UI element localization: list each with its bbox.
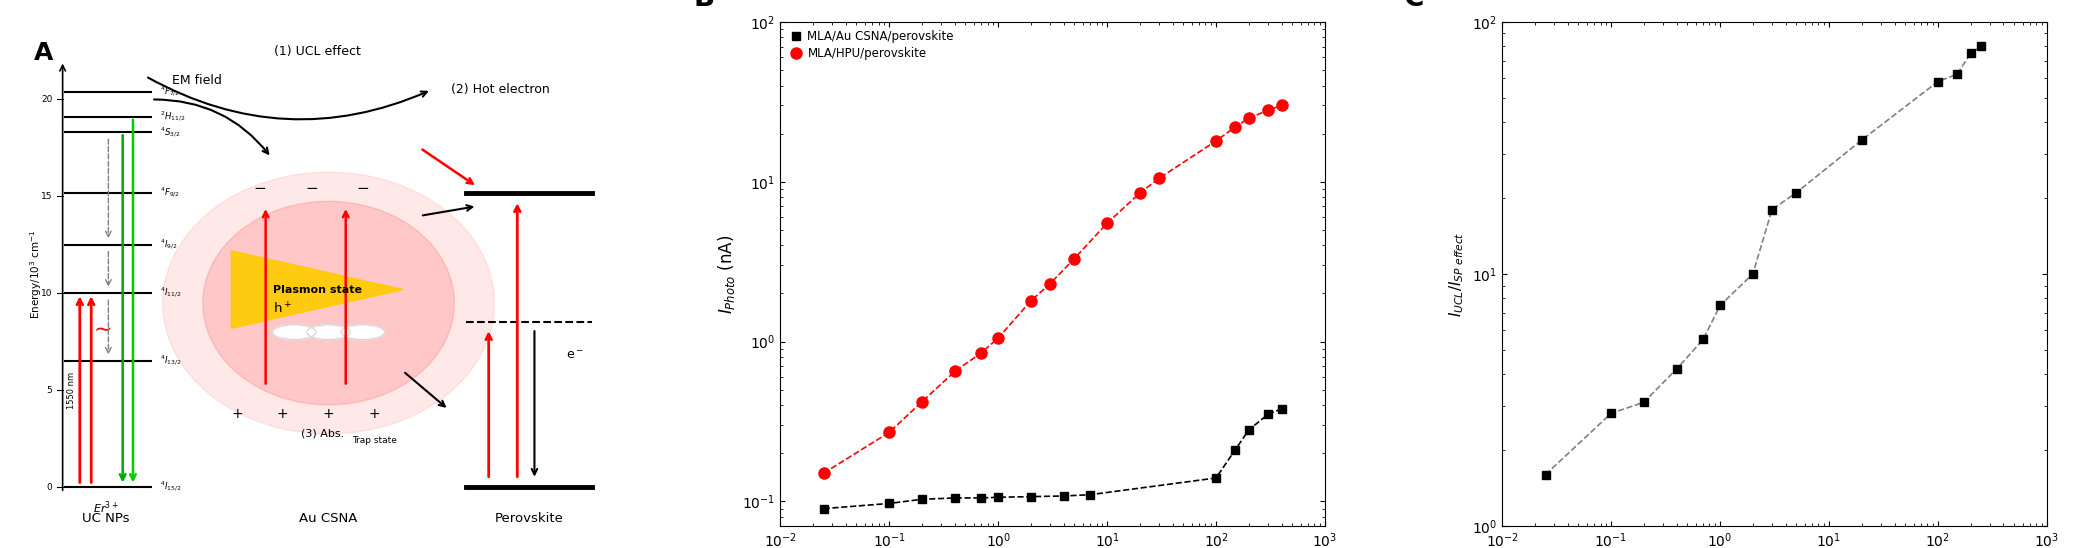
Text: $^4F_{7/2}$: $^4F_{7/2}$ xyxy=(160,84,181,99)
Line: MLA/HPU/perovskite: MLA/HPU/perovskite xyxy=(819,100,1286,479)
Ellipse shape xyxy=(162,172,495,434)
Text: B: B xyxy=(694,0,715,12)
MLA/HPU/perovskite xyxy=(1037,281,1062,287)
Text: 10: 10 xyxy=(42,289,52,298)
Ellipse shape xyxy=(204,201,455,405)
Text: +: + xyxy=(322,407,335,421)
MLA/HPU/perovskite xyxy=(1128,190,1153,196)
Text: $^2H_{11/2}$: $^2H_{11/2}$ xyxy=(160,110,185,124)
Text: Energy/10$^3$ cm$^{-1}$: Energy/10$^3$ cm$^{-1}$ xyxy=(27,229,44,319)
Text: (2) Hot electron: (2) Hot electron xyxy=(451,83,549,96)
Text: Er$^{3+}$: Er$^{3+}$ xyxy=(94,499,118,516)
MLA/HPU/perovskite xyxy=(877,429,902,436)
Y-axis label: $I_{Photo}$ (nA): $I_{Photo}$ (nA) xyxy=(715,235,738,313)
Text: C: C xyxy=(1405,0,1426,12)
Circle shape xyxy=(272,325,316,340)
MLA/HPU/perovskite xyxy=(1222,124,1247,130)
MLA/HPU/perovskite xyxy=(1062,255,1087,262)
MLA/HPU/perovskite xyxy=(1095,220,1120,226)
MLA/Au CSNA/perovskite xyxy=(1018,493,1043,500)
MLA/HPU/perovskite xyxy=(1236,115,1261,122)
Circle shape xyxy=(308,325,351,340)
MLA/Au CSNA/perovskite xyxy=(985,494,1010,500)
Text: ∼: ∼ xyxy=(94,320,112,340)
Text: 1550 nm: 1550 nm xyxy=(66,372,77,409)
Text: UC NPs: UC NPs xyxy=(81,512,129,525)
MLA/HPU/perovskite xyxy=(910,398,935,405)
Circle shape xyxy=(341,325,384,340)
MLA/HPU/perovskite xyxy=(985,335,1010,341)
MLA/HPU/perovskite xyxy=(1018,298,1043,304)
Text: Perovskite: Perovskite xyxy=(495,512,563,525)
Text: $^4I_{15/2}$: $^4I_{15/2}$ xyxy=(160,480,181,494)
Polygon shape xyxy=(231,251,403,328)
Text: h$^+$: h$^+$ xyxy=(274,301,293,317)
Text: 5: 5 xyxy=(46,386,52,395)
MLA/HPU/perovskite xyxy=(1270,102,1295,109)
Text: A: A xyxy=(33,41,54,65)
Text: +: + xyxy=(276,407,289,421)
MLA/Au CSNA/perovskite xyxy=(1222,447,1247,453)
Text: Plasmon state: Plasmon state xyxy=(272,284,362,294)
Text: 15: 15 xyxy=(42,192,52,201)
Y-axis label: $I_{UCL}/I_{SP\ effect}$: $I_{UCL}/I_{SP\ effect}$ xyxy=(1448,231,1467,317)
Text: $^4I_{11/2}$: $^4I_{11/2}$ xyxy=(160,286,181,300)
MLA/HPU/perovskite xyxy=(1203,138,1228,144)
MLA/Au CSNA/perovskite xyxy=(910,496,935,503)
Text: $^4I_{13/2}$: $^4I_{13/2}$ xyxy=(160,354,181,368)
Text: −: − xyxy=(305,181,318,196)
Text: −: − xyxy=(254,181,266,196)
MLA/Au CSNA/perovskite xyxy=(968,495,993,501)
MLA/Au CSNA/perovskite xyxy=(1236,426,1261,433)
Text: $^4I_{9/2}$: $^4I_{9/2}$ xyxy=(160,238,177,252)
Text: (1) UCL effect: (1) UCL effect xyxy=(274,44,362,58)
MLA/Au CSNA/perovskite xyxy=(1078,492,1103,498)
MLA/Au CSNA/perovskite xyxy=(941,495,966,501)
MLA/Au CSNA/perovskite xyxy=(810,505,835,512)
Text: EM field: EM field xyxy=(172,73,222,87)
MLA/HPU/perovskite xyxy=(941,368,966,375)
Text: $^4F_{9/2}$: $^4F_{9/2}$ xyxy=(160,185,181,199)
Line: MLA/Au CSNA/perovskite: MLA/Au CSNA/perovskite xyxy=(819,404,1286,513)
Text: 0: 0 xyxy=(46,483,52,492)
MLA/HPU/perovskite xyxy=(1255,107,1280,113)
Text: 20: 20 xyxy=(42,95,52,104)
Text: −: − xyxy=(357,181,370,196)
Text: (3) Abs.: (3) Abs. xyxy=(301,428,345,438)
Text: e$^-$: e$^-$ xyxy=(565,349,584,362)
Text: Trap state: Trap state xyxy=(351,436,397,446)
MLA/HPU/perovskite xyxy=(968,350,993,356)
Text: +: + xyxy=(231,407,243,421)
Text: $^4S_{3/2}$: $^4S_{3/2}$ xyxy=(160,125,181,140)
MLA/HPU/perovskite xyxy=(1147,175,1172,181)
MLA/Au CSNA/perovskite xyxy=(1203,475,1228,481)
MLA/Au CSNA/perovskite xyxy=(877,500,902,507)
MLA/Au CSNA/perovskite xyxy=(1255,411,1280,418)
MLA/Au CSNA/perovskite xyxy=(1270,406,1295,412)
Text: Au CSNA: Au CSNA xyxy=(299,512,357,525)
Legend: MLA/Au CSNA/perovskite, MLA/HPU/perovskite: MLA/Au CSNA/perovskite, MLA/HPU/perovski… xyxy=(785,28,956,62)
MLA/HPU/perovskite xyxy=(810,470,835,476)
Text: +: + xyxy=(368,407,380,421)
MLA/Au CSNA/perovskite xyxy=(1051,493,1076,499)
